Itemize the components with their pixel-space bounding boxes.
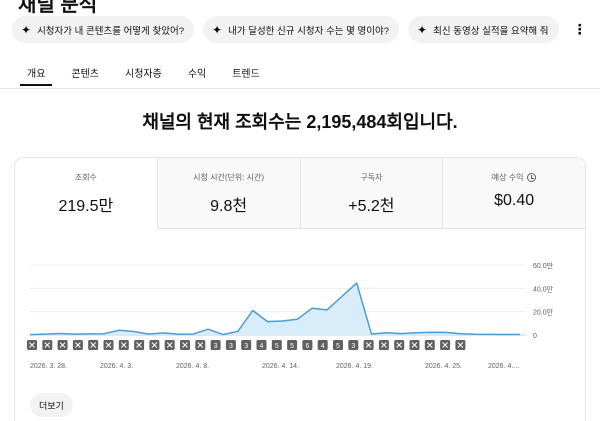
page-title: 채널 분석 — [18, 0, 98, 16]
video-marker-icon — [365, 342, 372, 348]
video-marker-count: 5 — [336, 343, 340, 350]
video-marker-count: 5 — [275, 343, 279, 350]
analytics-card: 조회수 219.5만 시청 시간(단위: 시간) 9.8천 구독자 +5.2천 … — [14, 157, 586, 421]
suggestion-chip-2[interactable]: ✦ 내가 달성한 신규 시청자 수는 몇 명이야? — [203, 16, 400, 43]
suggestion-label: 최신 동영상 실적을 요약해 줘 — [433, 25, 549, 37]
tab-label: 개요 — [27, 68, 46, 80]
video-marker-count: 3 — [229, 343, 233, 350]
more-options-icon[interactable]: ⋮ — [572, 21, 587, 37]
x-tick-label: 2026. 4. 8. — [176, 363, 209, 370]
video-marker-icon — [166, 342, 173, 348]
video-marker[interactable] — [317, 340, 328, 350]
metric-views[interactable]: 조회수 219.5만 — [15, 158, 157, 229]
tab-bar: 개요 콘텐츠 시청자층 수익 트렌드 — [14, 58, 273, 88]
metric-value: 219.5만 — [58, 198, 114, 215]
video-marker[interactable] — [256, 340, 267, 350]
metric-label: 구독자 — [360, 173, 383, 182]
video-marker-count: 3 — [351, 343, 355, 350]
views-area — [30, 283, 520, 335]
suggestion-chip-1[interactable]: ✦ 시청자가 내 콘텐츠를 어떻게 찾았어? — [12, 16, 195, 43]
y-tick-label: 20.0만 — [533, 308, 554, 317]
x-tick-label: 2026. 3. 28. — [30, 363, 67, 370]
x-tick-label: 2026. 4. 3. — [100, 363, 133, 370]
video-marker-icon — [120, 342, 127, 348]
video-marker-icon — [151, 342, 158, 348]
tab-label: 시청자층 — [125, 68, 162, 80]
video-marker[interactable] — [287, 340, 298, 350]
metric-value: 9.8천 — [210, 198, 248, 215]
tab-divider — [0, 88, 600, 89]
video-marker-icon — [75, 342, 81, 348]
tab-content[interactable]: 콘텐츠 — [58, 58, 112, 86]
video-marker-icon — [411, 342, 418, 348]
video-marker[interactable] — [302, 340, 313, 350]
video-marker-count: 6 — [305, 343, 309, 350]
clock-icon — [527, 173, 537, 182]
video-marker-count: 4 — [321, 343, 325, 350]
video-marker-icon — [396, 342, 403, 348]
metric-revenue[interactable]: 예상 수익 $0.40 — [442, 158, 585, 229]
metric-label: 시청 시간(단위: 시간) — [193, 173, 265, 182]
tab-overview[interactable]: 개요 — [14, 58, 58, 86]
video-marker-icon — [44, 342, 51, 348]
y-tick-label: 60.0만 — [533, 261, 554, 270]
metric-label: 조회수 — [74, 173, 97, 182]
x-tick-label: 2026. 4. 25. — [425, 363, 462, 370]
video-marker-icon — [381, 342, 387, 348]
video-marker[interactable] — [333, 340, 343, 350]
video-marker-count: 3 — [244, 343, 248, 350]
video-marker-icon — [90, 342, 97, 348]
tab-audience[interactable]: 시청자층 — [112, 58, 175, 86]
video-marker[interactable] — [225, 340, 236, 350]
video-marker-icon — [136, 342, 142, 348]
video-marker-icon — [29, 342, 35, 348]
sparkle-icon: ✦ — [417, 22, 428, 37]
suggestion-label: 내가 달성한 신규 시청자 수는 몇 명이야? — [228, 25, 390, 37]
suggestion-chip-3[interactable]: ✦ 최신 동영상 실적을 요약해 줘 — [408, 16, 559, 43]
tab-label: 트렌드 — [232, 68, 260, 80]
video-marker[interactable] — [210, 340, 221, 350]
metric-tabs: 조회수 219.5만 시청 시간(단위: 시간) 9.8천 구독자 +5.2천 … — [15, 158, 585, 229]
metric-watch-time[interactable]: 시청 시간(단위: 시간) 9.8천 — [156, 158, 300, 229]
metric-value: +5.2천 — [348, 198, 395, 215]
suggestion-chips: ✦ 시청자가 내 콘텐츠를 어떻게 찾았어? ✦ 내가 달성한 신규 시청자 수… — [12, 16, 590, 43]
headline: 채널의 현재 조회수는 2,195,484회입니다. — [142, 112, 458, 132]
video-marker-icon — [442, 342, 448, 348]
y-tick-label: 40.0만 — [533, 284, 554, 293]
video-marker[interactable] — [241, 340, 252, 350]
video-marker-count: 3 — [214, 343, 218, 350]
tab-label: 콘텐츠 — [71, 68, 100, 80]
video-marker[interactable] — [271, 340, 282, 350]
views-line — [29, 282, 521, 336]
sparkle-icon: ✦ — [21, 22, 32, 37]
tab-trends[interactable]: 트렌드 — [219, 58, 273, 86]
video-marker-icon — [182, 342, 188, 348]
video-marker-icon — [457, 342, 464, 348]
tab-label: 수익 — [187, 68, 207, 80]
metric-value: $0.40 — [494, 192, 535, 209]
video-marker-count: 4 — [260, 343, 264, 350]
video-marker-icon — [105, 342, 112, 348]
video-marker[interactable] — [348, 340, 359, 350]
suggestion-label: 시청자가 내 콘텐츠를 어떻게 찾았어? — [37, 25, 185, 37]
more-button[interactable]: 더보기 — [30, 393, 73, 417]
video-marker-icon — [197, 342, 204, 348]
y-tick-label: 0 — [533, 333, 537, 340]
video-marker-count: 5 — [290, 343, 294, 350]
tab-revenue[interactable]: 수익 — [175, 58, 219, 86]
metric-label: 예상 수익 — [491, 173, 524, 182]
x-tick-label: 2026. 4. 14. — [262, 363, 299, 370]
video-marker-icon — [59, 342, 66, 348]
video-marker-icon — [426, 342, 433, 348]
sparkle-icon: ✦ — [212, 22, 223, 37]
x-tick-label: 2026. 4.... — [488, 363, 519, 370]
x-tick-label: 2026. 4. 19. — [336, 363, 373, 370]
metric-subscribers[interactable]: 구독자 +5.2천 — [299, 158, 443, 229]
